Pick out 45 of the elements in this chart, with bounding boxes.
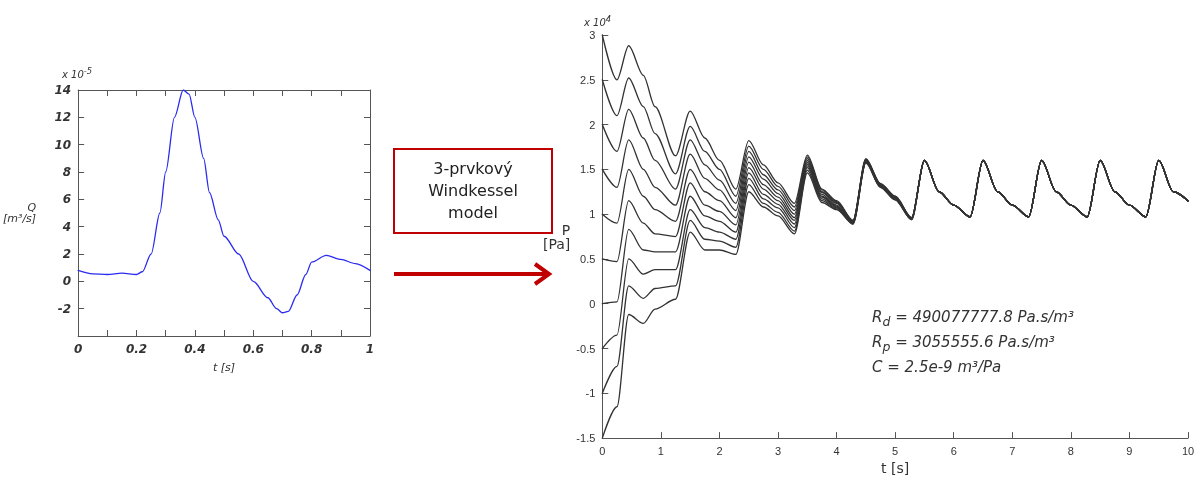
x-tick-label: 10 [1181, 444, 1195, 457]
x-tick-label: 0.4 [184, 342, 206, 356]
y-tick-label: 2 [62, 247, 72, 261]
y-tick-label: 0 [589, 297, 596, 310]
y-tick-label: 2.5 [580, 73, 596, 86]
x-tick-label: 4 [833, 444, 840, 457]
y-tick-label: -1.5 [576, 432, 596, 445]
y-tick-label: 14 [54, 83, 72, 97]
x-axis-title: t [s] [881, 460, 910, 476]
text: x 10$^{4}$ [584, 14, 612, 29]
y-tick-label: -2 [57, 301, 72, 316]
x-tick-label: 9 [1126, 444, 1133, 457]
text: 3-prvkový Windkessel model [393, 148, 553, 234]
x-tick-label: 0 [599, 444, 606, 457]
y-tick-label: 3 [589, 29, 596, 41]
annotation: R$_{d}$ = 490077777.8 Pa.s/m³ [872, 308, 1074, 329]
x-axis-title: t [s] [213, 361, 236, 374]
x-tick-label: 0 [73, 342, 83, 356]
y-axis-title: Q [m³/s] [2, 201, 37, 225]
text: x 10$^{-5}$ [62, 66, 93, 81]
x-tick-label: 1 [365, 342, 375, 356]
x-tick-label: 1 [657, 444, 664, 457]
y-tick-label: 1.5 [580, 163, 596, 176]
y-tick-label: 0.5 [580, 252, 596, 265]
y-tick-label: 2 [589, 118, 596, 131]
x-tick-label: 8 [1067, 444, 1074, 457]
y-tick-label: -1 [585, 387, 596, 400]
annotation: C = 2.5e-9 m³/Pa [872, 358, 1002, 376]
x-tick-label: 7 [1009, 444, 1016, 457]
y-tick-label: 6 [62, 192, 72, 207]
y-tick-label: 1 [589, 208, 596, 221]
y-tick-label: 0 [62, 274, 72, 289]
x-tick-label: 0.6 [242, 342, 264, 356]
y-tick-label: -0.5 [576, 342, 596, 355]
y-tick-label: 10 [54, 137, 72, 152]
x-tick-label: 0.2 [125, 342, 148, 356]
x-tick-label: 2 [716, 444, 723, 457]
y-tick-label: 8 [62, 165, 72, 179]
x-tick-label: 3 [774, 444, 782, 457]
x-tick-label: 6 [950, 444, 957, 457]
x-tick-label: 5 [892, 444, 899, 457]
y-tick-label: 12 [54, 110, 72, 125]
annotation: R$_{p}$ = 3055555.6 Pa.s/m³ [872, 333, 1055, 354]
x-tick-label: 0.8 [301, 342, 323, 356]
y-tick-label: 4 [61, 219, 72, 234]
